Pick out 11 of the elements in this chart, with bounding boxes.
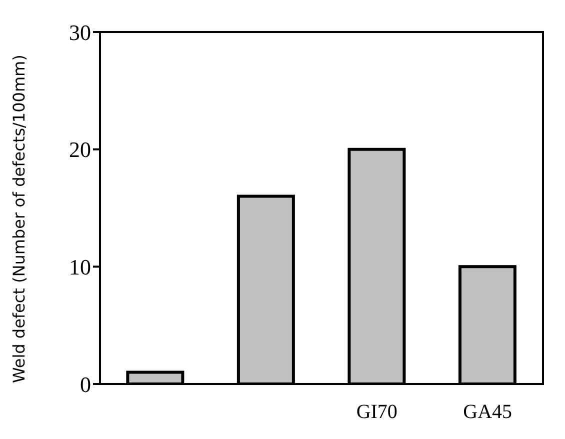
bar (348, 148, 406, 384)
y-tick-label: 10 (69, 254, 91, 280)
x-tick-label: GA45 (463, 401, 512, 424)
bar (236, 194, 295, 384)
bar (126, 370, 184, 384)
x-tick-label: GI70 (356, 401, 398, 424)
y-tick-label: 0 (80, 372, 91, 397)
y-tick-label: 30 (69, 20, 91, 45)
y-tick-label: 20 (69, 137, 91, 162)
y-axis-title: Weld defect (Number of defects/100mm) (10, 54, 29, 383)
bar (458, 265, 516, 384)
